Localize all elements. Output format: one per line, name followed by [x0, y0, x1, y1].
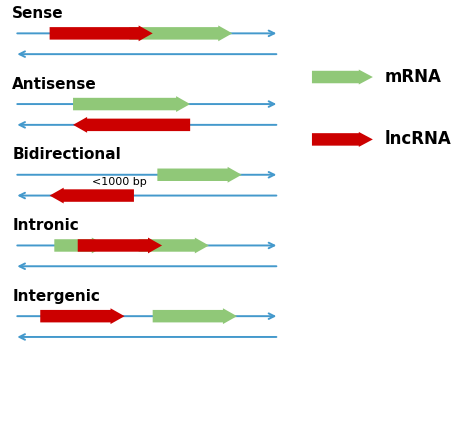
Text: Antisense: Antisense [12, 76, 97, 91]
Text: Intronic: Intronic [12, 218, 79, 233]
FancyArrow shape [55, 238, 106, 253]
FancyArrow shape [40, 308, 125, 324]
FancyArrow shape [157, 167, 242, 183]
Text: mRNA: mRNA [384, 68, 441, 86]
FancyArrow shape [312, 70, 373, 85]
FancyArrow shape [50, 26, 153, 41]
FancyArrow shape [50, 188, 134, 204]
FancyArrow shape [129, 26, 232, 41]
Text: lncRNA: lncRNA [384, 130, 451, 148]
Text: <1000 bp: <1000 bp [92, 177, 146, 187]
FancyArrow shape [312, 132, 373, 147]
FancyArrow shape [153, 308, 237, 324]
Text: Bidirectional: Bidirectional [12, 147, 121, 162]
Text: Sense: Sense [12, 6, 64, 21]
FancyArrow shape [73, 96, 190, 112]
FancyArrow shape [73, 117, 190, 133]
Text: Intergenic: Intergenic [12, 289, 100, 304]
FancyArrow shape [78, 238, 162, 253]
FancyArrow shape [138, 238, 209, 253]
